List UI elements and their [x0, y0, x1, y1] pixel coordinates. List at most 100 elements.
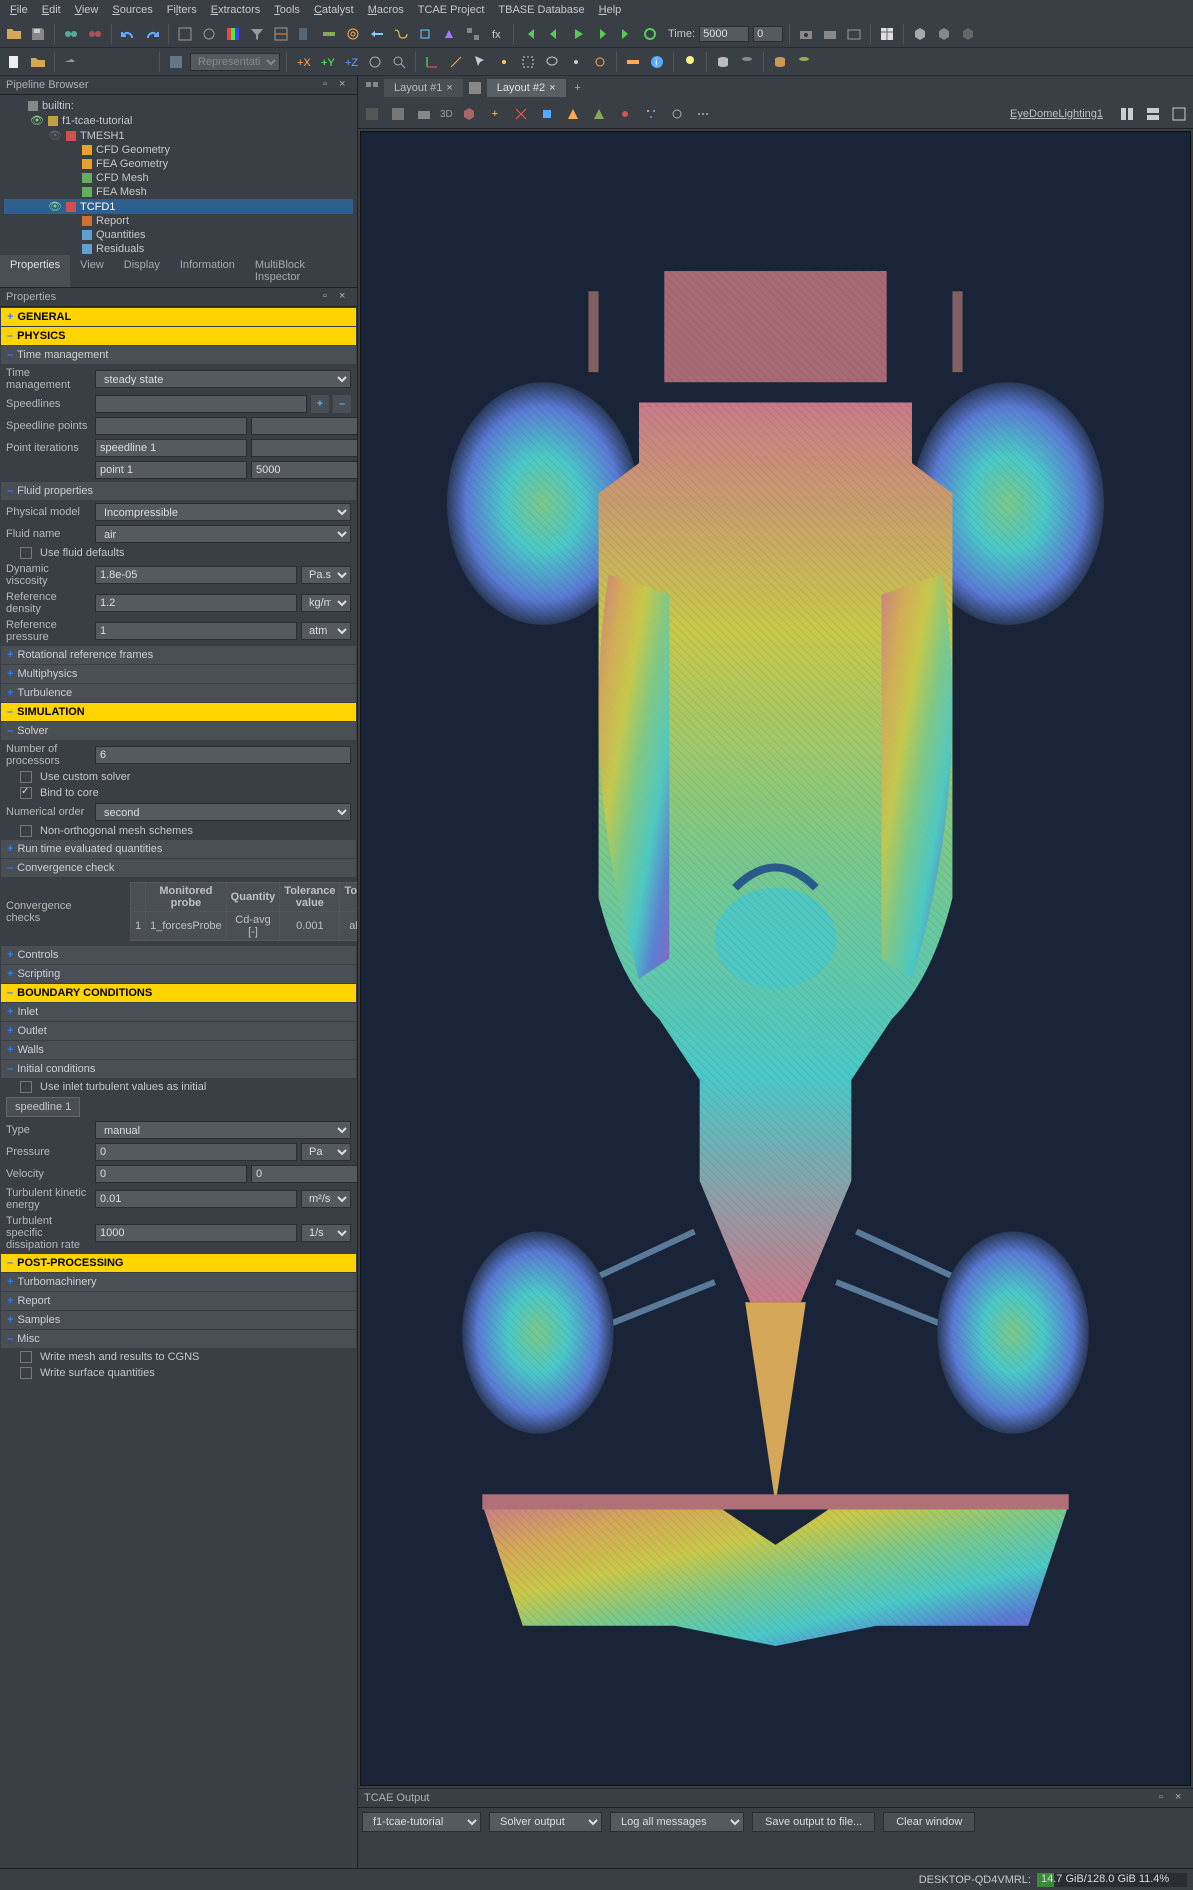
- sub-fluid-properties[interactable]: Fluid properties: [1, 482, 356, 500]
- color-icon[interactable]: [223, 24, 243, 44]
- camera-icon[interactable]: [796, 24, 816, 44]
- db3-icon[interactable]: [770, 52, 790, 72]
- reset-x-icon[interactable]: +X: [293, 52, 313, 72]
- v-tri2-icon[interactable]: [589, 104, 609, 124]
- cat-post-processing[interactable]: POST-PROCESSING: [1, 1254, 356, 1272]
- frame-input[interactable]: [753, 26, 783, 42]
- add-layout-icon[interactable]: +: [568, 78, 588, 98]
- arrow4-icon[interactable]: [133, 52, 153, 72]
- sub-initial-conditions[interactable]: Initial conditions: [1, 1060, 356, 1078]
- clip-icon[interactable]: [295, 24, 315, 44]
- calc-icon[interactable]: fx: [487, 24, 507, 44]
- tool-icon[interactable]: [175, 24, 195, 44]
- db4-icon[interactable]: [794, 52, 814, 72]
- v-gear-icon[interactable]: [667, 104, 687, 124]
- properties-scroll[interactable]: GENERALPHYSICSTime managementTime manage…: [0, 307, 357, 1868]
- pick-icon[interactable]: [494, 52, 514, 72]
- spreadsheet-icon[interactable]: [877, 24, 897, 44]
- menu-catalyst[interactable]: Catalyst: [308, 2, 360, 18]
- group-icon[interactable]: [463, 24, 483, 44]
- close3-icon[interactable]: ×: [1175, 1791, 1189, 1805]
- menu-filters[interactable]: Filters: [161, 2, 203, 18]
- menu-edit[interactable]: Edit: [36, 2, 67, 18]
- split-v-icon[interactable]: [1143, 104, 1163, 124]
- surface-icon[interactable]: [166, 52, 186, 72]
- cat-physics[interactable]: PHYSICS: [1, 327, 356, 345]
- extract-icon[interactable]: [415, 24, 435, 44]
- close-panel-icon[interactable]: ×: [339, 78, 353, 92]
- menu-tcae-project[interactable]: TCAE Project: [412, 2, 491, 18]
- checkbox[interactable]: [20, 771, 32, 783]
- cube2-icon[interactable]: [934, 24, 954, 44]
- layout-grid-icon[interactable]: [362, 78, 382, 98]
- tree-cfd-geometry[interactable]: CFD Geometry: [4, 143, 353, 157]
- save-icon[interactable]: [28, 24, 48, 44]
- output-project-select[interactable]: f1-tcae-tutorial: [362, 1812, 481, 1832]
- db1-icon[interactable]: [713, 52, 733, 72]
- tree-residuals[interactable]: Residuals: [4, 242, 353, 255]
- menu-file[interactable]: File: [4, 2, 34, 18]
- select[interactable]: manual: [95, 1121, 351, 1139]
- v-cube-icon[interactable]: [459, 104, 479, 124]
- input[interactable]: [95, 1190, 297, 1208]
- box-select-icon[interactable]: [518, 52, 538, 72]
- sub-turbulence[interactable]: Turbulence: [1, 684, 356, 702]
- v-more-icon[interactable]: [693, 104, 713, 124]
- tab-layout1[interactable]: Layout #1 ×: [384, 79, 463, 97]
- v-plus-icon[interactable]: +: [485, 104, 505, 124]
- select[interactable]: Incompressible: [95, 503, 351, 521]
- prev-icon[interactable]: [544, 24, 564, 44]
- output-filter2-select[interactable]: Log all messages: [610, 1812, 744, 1832]
- sub-misc[interactable]: Misc: [1, 1330, 356, 1348]
- glyph-icon[interactable]: [367, 24, 387, 44]
- select-icon[interactable]: [470, 52, 490, 72]
- lasso-icon[interactable]: [542, 52, 562, 72]
- input[interactable]: [251, 417, 357, 435]
- sub-turbomachinery[interactable]: Turbomachinery: [1, 1273, 356, 1291]
- redo-icon[interactable]: [142, 24, 162, 44]
- tree-builtin-[interactable]: builtin:: [4, 99, 353, 113]
- arrow2-icon[interactable]: [85, 52, 105, 72]
- v-tri-icon[interactable]: [563, 104, 583, 124]
- v-x-icon[interactable]: [511, 104, 531, 124]
- undo-icon[interactable]: [118, 24, 138, 44]
- input[interactable]: [95, 1224, 297, 1242]
- menu-help[interactable]: Help: [593, 2, 628, 18]
- input[interactable]: [95, 622, 297, 640]
- tab-properties[interactable]: Properties: [0, 255, 70, 287]
- unit-select[interactable]: kg/m^3: [301, 594, 351, 612]
- tree-fea-geometry[interactable]: FEA Geometry: [4, 157, 353, 171]
- rotate-icon[interactable]: [365, 52, 385, 72]
- sub-outlet[interactable]: Outlet: [1, 1022, 356, 1040]
- unit-select[interactable]: Pa.s: [301, 566, 351, 584]
- checkbox[interactable]: [20, 825, 32, 837]
- point-icon[interactable]: [566, 52, 586, 72]
- reset-z-icon[interactable]: +Z: [341, 52, 361, 72]
- plus-button[interactable]: +: [311, 395, 329, 413]
- input[interactable]: [95, 746, 351, 764]
- camera2-icon[interactable]: [820, 24, 840, 44]
- menu-sources[interactable]: Sources: [106, 2, 158, 18]
- sub-controls[interactable]: Controls: [1, 946, 356, 964]
- tab-information[interactable]: Information: [170, 255, 245, 287]
- contour-icon[interactable]: [343, 24, 363, 44]
- tab-layout2[interactable]: Layout #2 ×: [487, 79, 566, 97]
- last-icon[interactable]: [616, 24, 636, 44]
- db2-icon[interactable]: [737, 52, 757, 72]
- sub-scripting[interactable]: Scripting: [1, 965, 356, 983]
- undock-icon[interactable]: ▫: [323, 78, 337, 92]
- tree-cfd-mesh[interactable]: CFD Mesh: [4, 171, 353, 185]
- select[interactable]: steady state: [95, 370, 351, 388]
- cat-boundary-conditions[interactable]: BOUNDARY CONDITIONS: [1, 984, 356, 1002]
- checkbox[interactable]: [20, 787, 32, 799]
- unit-select[interactable]: Pa: [301, 1143, 351, 1161]
- sub-time-management[interactable]: Time management: [1, 346, 356, 364]
- minus-button[interactable]: –: [333, 395, 351, 413]
- tree-report[interactable]: Report: [4, 214, 353, 228]
- camera-view-icon[interactable]: [414, 104, 434, 124]
- light-icon[interactable]: [680, 52, 700, 72]
- tab-display[interactable]: Display: [114, 255, 170, 287]
- filter-icon[interactable]: [247, 24, 267, 44]
- close-tab2-icon[interactable]: ×: [549, 82, 555, 94]
- menu-view[interactable]: View: [69, 2, 105, 18]
